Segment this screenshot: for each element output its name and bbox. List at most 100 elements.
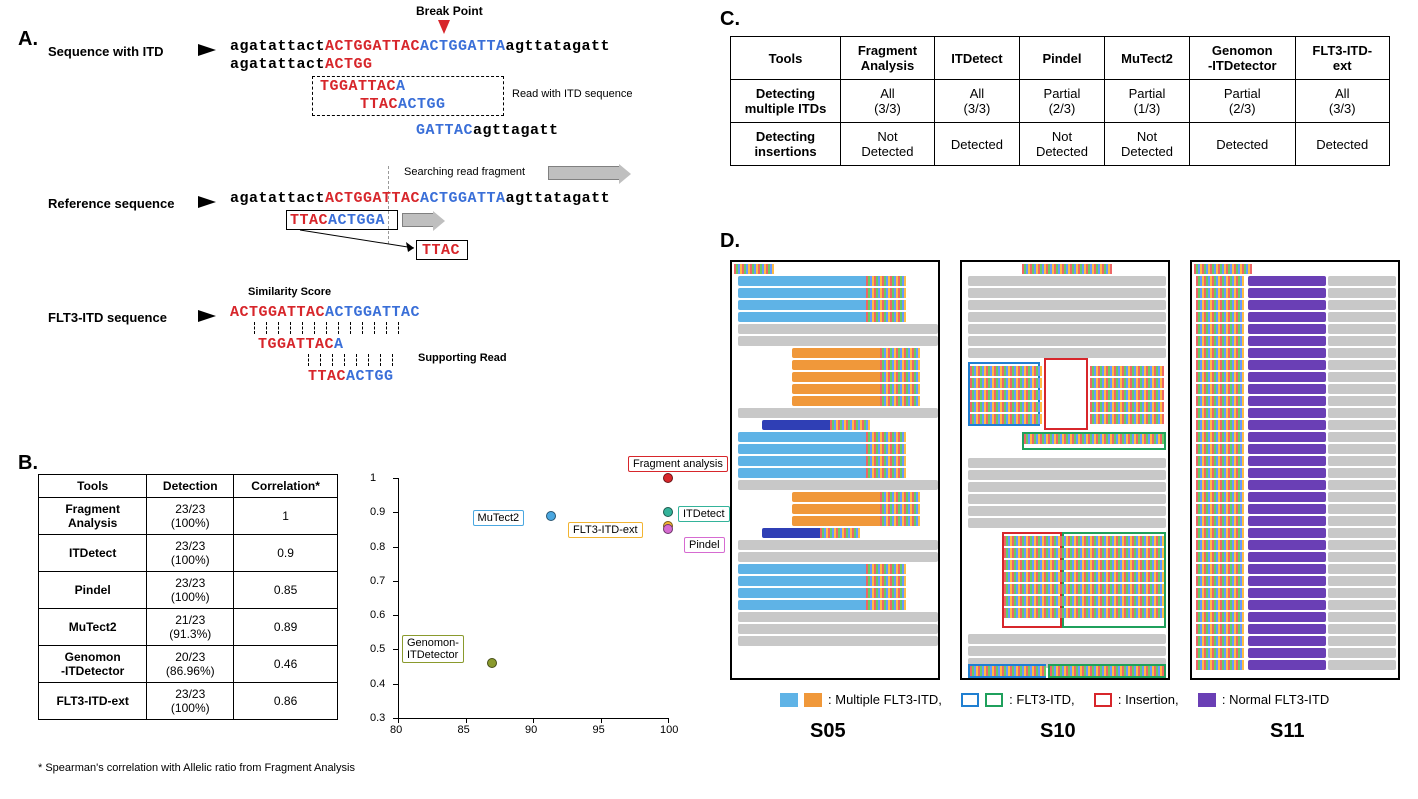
a-label-itd: Sequence with ITD [48,44,164,59]
read [1196,540,1244,550]
read [1328,540,1396,550]
read [1090,366,1164,376]
table-cell: 0.85 [234,572,338,609]
read [738,588,868,598]
read [738,288,868,298]
read [738,336,938,346]
read [1328,516,1396,526]
read [1328,360,1396,370]
read [1248,468,1326,478]
table-row: FLT3-ITD-ext23/23 (100%)0.86 [39,683,338,720]
scatter-point-label: Fragment analysis [628,456,728,472]
read [1328,396,1396,406]
read [738,636,938,646]
read [968,276,1166,286]
a-ref-frag: TTACACTGGA [290,212,385,229]
read [1248,396,1326,406]
read [1248,384,1326,394]
legend-text-normal: : Normal FLT3-ITD [1222,692,1329,707]
y-tick [393,512,398,513]
scatter-point-label: FLT3-ITD-ext [568,522,643,538]
table-cell: 1 [234,498,338,535]
read [970,390,1042,400]
read [1328,324,1396,334]
y-tick-label: 0.4 [370,678,385,690]
read [738,564,868,574]
read [866,288,906,298]
read [970,366,1042,376]
read [792,372,882,382]
y-tick [393,684,398,685]
read [1328,372,1396,382]
table-cell: 0.9 [234,535,338,572]
x-tick [601,718,602,723]
insertion-box [1044,358,1088,430]
read [1196,600,1244,610]
y-tick-label: 1 [370,472,376,484]
read [738,324,938,334]
read [1248,336,1326,346]
read [1248,420,1326,430]
y-tick [393,581,398,582]
read [1248,516,1326,526]
break-point-label: Break Point [416,4,483,18]
y-tick-label: 0.5 [370,643,385,655]
read [1248,636,1326,646]
table-cell: Detecting multiple ITDs [731,80,841,123]
a-flt3-3: TTACACTGG [308,368,394,385]
read [866,432,906,442]
scatter-point [663,524,673,534]
read [792,384,882,394]
table-row: ITDetect23/23 (100%)0.9 [39,535,338,572]
table-header: Pindel [1019,37,1104,80]
read [880,492,920,502]
a-flt3-1: ACTGGATTACACTGGATTAC [230,304,420,321]
read [1248,648,1326,658]
a-flt3-2: TGGATTACA [258,336,344,353]
table-cell: MuTect2 [39,609,147,646]
legend-swatch-out-green [985,693,1003,707]
connector-line-icon [296,230,426,254]
read [792,396,882,406]
read [738,456,868,466]
read [1248,588,1326,598]
legend-swatch-out-red [1094,693,1112,707]
read [1248,612,1326,622]
read [1050,666,1164,676]
read [1328,564,1396,574]
read [1328,456,1396,466]
read [1328,480,1396,490]
read [1196,312,1244,322]
read [1004,572,1164,582]
table-cell: 23/23 (100%) [147,498,234,535]
read [880,372,920,382]
table-cell: 0.89 [234,609,338,646]
gray-arrow-icon [548,166,620,180]
table-cell: Genomon -ITDetector [39,646,147,683]
read [968,634,1166,644]
panel-c-label: C. [720,8,740,31]
read [1004,548,1164,558]
table-cell: Not Detected [1104,123,1189,166]
read [738,312,868,322]
read [738,444,868,454]
read [738,408,938,418]
read [792,360,882,370]
x-tick-label: 90 [525,724,537,736]
x-tick-label: 80 [390,724,402,736]
read [1328,384,1396,394]
table-cell: 23/23 (100%) [147,535,234,572]
read [1248,504,1326,514]
read [1328,300,1396,310]
table-header: Correlation* [234,475,338,498]
read [866,300,906,310]
read [1004,560,1164,570]
read [1248,576,1326,586]
read [1328,408,1396,418]
read [1328,636,1396,646]
read [820,528,860,538]
read [866,576,906,586]
legend-text-flt3: : FLT3-ITD, [1009,692,1075,707]
read [968,518,1166,528]
y-tick-label: 0.9 [370,506,385,518]
